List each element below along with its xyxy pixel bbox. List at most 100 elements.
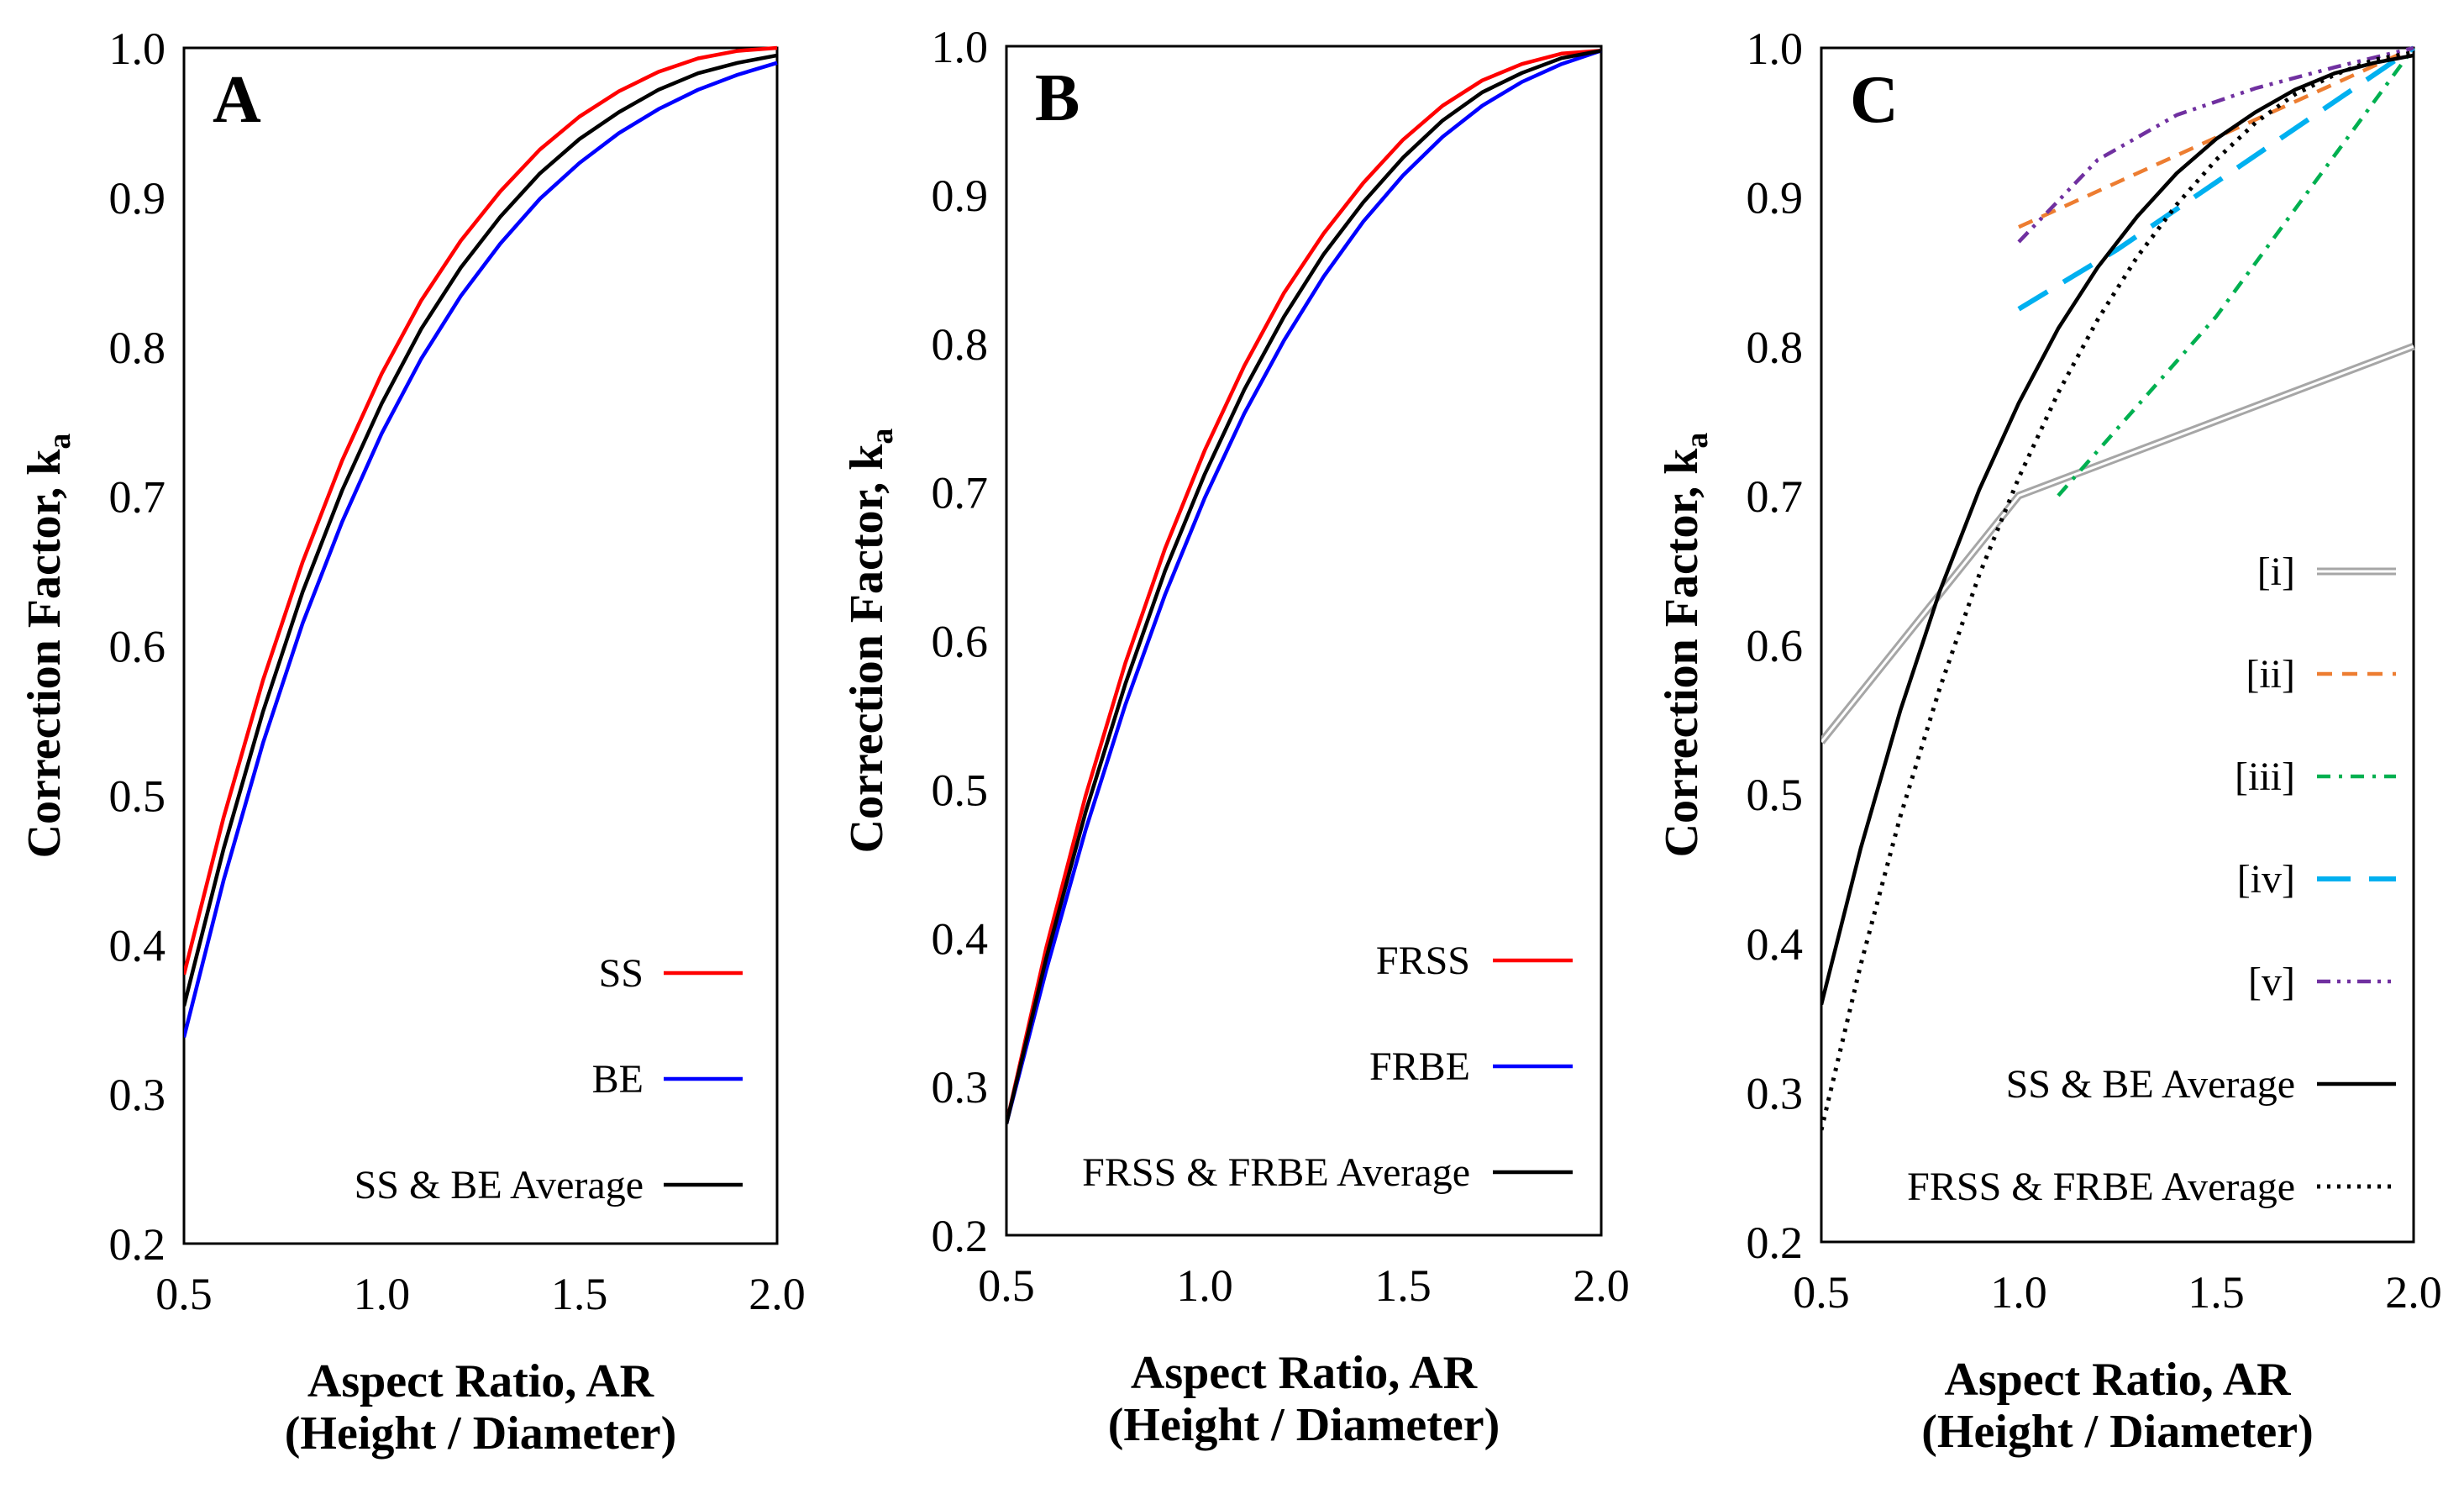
legend-entry-frss-frbe-average: FRSS & FRBE Average (1082, 1150, 1573, 1195)
legend-label: SS (599, 951, 644, 996)
legend-label: SS & BE Average (2006, 1062, 2295, 1107)
legend: FRSS FRBE FRSS & FRBE Average (1082, 939, 1573, 1195)
panel-label: B (1035, 61, 1080, 135)
y-tick-label: 0.2 (1747, 1218, 1804, 1268)
legend-label: FRSS & FRBE Average (1907, 1165, 2295, 1209)
x-axis-label: (Height / Diameter) (1921, 1406, 2313, 1458)
series-group (184, 45, 778, 1039)
series-frss (1006, 49, 1602, 1124)
x-axis-label: (Height / Diameter) (1108, 1399, 1500, 1451)
y-tick-label: 1.0 (1747, 24, 1804, 74)
x-tick-label: 0.5 (155, 1269, 213, 1319)
x-axis-label: (Height / Diameter) (285, 1407, 676, 1460)
legend-entry-ss-be-average: SS & BE Average (355, 1163, 743, 1207)
series-be (184, 60, 778, 1039)
y-tick-label: 0.8 (109, 323, 166, 373)
legend-entry-frss-frbe-average: FRSS & FRBE Average (1907, 1165, 2396, 1209)
y-tick-label: 0.7 (109, 472, 166, 523)
series-v (2017, 45, 2414, 244)
y-tick-label: 0.6 (1747, 621, 1804, 671)
y-tick-label: 0.8 (1747, 322, 1804, 372)
legend: SS BE SS & BE Average (355, 951, 743, 1207)
y-tick-label: 0.9 (109, 173, 166, 224)
panel-label: C (1850, 63, 1899, 137)
x-tick-label: 2.0 (749, 1269, 806, 1319)
legend-entry-frbe: FRBE (1369, 1044, 1573, 1089)
x-tick-label: 2.0 (2385, 1267, 2442, 1318)
legend-label: FRSS (1376, 939, 1470, 983)
x-axis-label: Aspect Ratio, AR (307, 1355, 654, 1407)
y-tick-label: 0.2 (109, 1219, 166, 1270)
panel-a: 0.2 0.3 0.4 0.5 0.6 0.7 0.8 0.9 1.0 0.5 1.0 1.5 2.0 A… (18, 24, 806, 1460)
legend-entry-i: [i] (2257, 550, 2396, 594)
legend-entry-ss-be-average: SS & BE Average (2006, 1062, 2396, 1107)
panel-c: 0.2 0.3 0.4 0.5 0.6 0.7 0.8 0.9 1.0 0.5 1.0 1.5 2.0 A… (1656, 24, 2442, 1458)
y-tick-label: 0.3 (932, 1062, 989, 1113)
legend-label: [iv] (2237, 857, 2295, 902)
legend-entry-iv: [iv] (2237, 857, 2396, 902)
series-ss-be-average (1821, 53, 2414, 1006)
legend-label: [i] (2257, 550, 2295, 594)
panel-b: 0.2 0.3 0.4 0.5 0.6 0.7 0.8 0.9 1.0 0.5 1.0 1.5 2.0 A… (841, 22, 1630, 1451)
y-tick-label: 0.4 (109, 920, 166, 971)
x-tick-label: 1.5 (551, 1269, 608, 1319)
x-tick-label: 1.5 (1374, 1260, 1432, 1311)
y-tick-label: 0.5 (932, 765, 989, 815)
legend-label: [iii] (2235, 755, 2295, 799)
legend: [i] [ii] [iii] [iv] [v] SS & BE Average FRSS &… (1907, 550, 2396, 1209)
y-tick-label: 0.5 (109, 771, 166, 821)
legend-label: [v] (2248, 960, 2295, 1004)
series-ss (184, 45, 778, 976)
y-axis-label: Correction Factor, ka (841, 429, 900, 854)
series-group (1821, 45, 2415, 1131)
y-tick-label: 0.7 (932, 468, 989, 518)
legend-entry-v: [v] (2248, 960, 2396, 1004)
x-tick-label: 0.5 (978, 1260, 1035, 1311)
legend-entry-ss: SS (599, 951, 743, 996)
legend-entry-ii: [ii] (2246, 652, 2396, 697)
x-tick-label: 1.5 (2188, 1267, 2245, 1318)
plot-area (1005, 45, 1603, 1237)
series-ss-be-average (184, 53, 778, 1007)
y-tick-label: 0.4 (1747, 919, 1804, 970)
legend-label: FRBE (1369, 1044, 1470, 1089)
y-tick-label: 0.6 (932, 617, 989, 667)
legend-label: [ii] (2246, 652, 2295, 697)
y-axis-label: Correction Factor, ka (18, 434, 77, 859)
series-frss-frbe-average (1006, 49, 1602, 1124)
x-tick-label: 2.0 (1573, 1260, 1630, 1311)
y-tick-label: 1.0 (109, 24, 166, 74)
y-tick-label: 0.3 (109, 1070, 166, 1120)
legend-entry-iii: [iii] (2235, 755, 2396, 799)
y-tick-label: 0.8 (932, 319, 989, 370)
legend-entry-be: BE (592, 1057, 743, 1102)
legend-label: SS & BE Average (355, 1163, 644, 1207)
series-iv (2017, 45, 2415, 312)
y-tick-label: 0.6 (109, 622, 166, 672)
y-tick-label: 0.2 (932, 1211, 989, 1261)
x-axis-label: Aspect Ratio, AR (1131, 1347, 1478, 1399)
series-i-inner (1821, 345, 2414, 743)
x-axis-label: Aspect Ratio, AR (1944, 1354, 2291, 1406)
legend-label: FRSS & FRBE Average (1082, 1150, 1470, 1195)
y-tick-label: 0.9 (932, 171, 989, 221)
legend-entry-frss: FRSS (1376, 939, 1573, 983)
y-tick-label: 0.7 (1747, 471, 1804, 522)
panel-label: A (213, 63, 261, 137)
y-tick-label: 0.4 (932, 913, 989, 964)
series-frbe (1006, 49, 1602, 1124)
y-tick-label: 1.0 (932, 22, 989, 72)
legend-label: BE (592, 1057, 644, 1102)
x-tick-label: 0.5 (1793, 1267, 1850, 1318)
series-iii (2057, 46, 2415, 497)
series-group (1006, 49, 1602, 1124)
x-tick-label: 1.0 (1990, 1267, 2047, 1318)
y-axis-label: Correction Factor, ka (1656, 433, 1715, 858)
y-tick-label: 0.5 (1747, 770, 1804, 820)
series-ii (2018, 45, 2414, 229)
y-tick-label: 0.3 (1747, 1068, 1804, 1118)
x-tick-label: 1.0 (354, 1269, 411, 1319)
x-tick-label: 1.0 (1176, 1260, 1233, 1311)
y-tick-label: 0.9 (1747, 173, 1804, 224)
